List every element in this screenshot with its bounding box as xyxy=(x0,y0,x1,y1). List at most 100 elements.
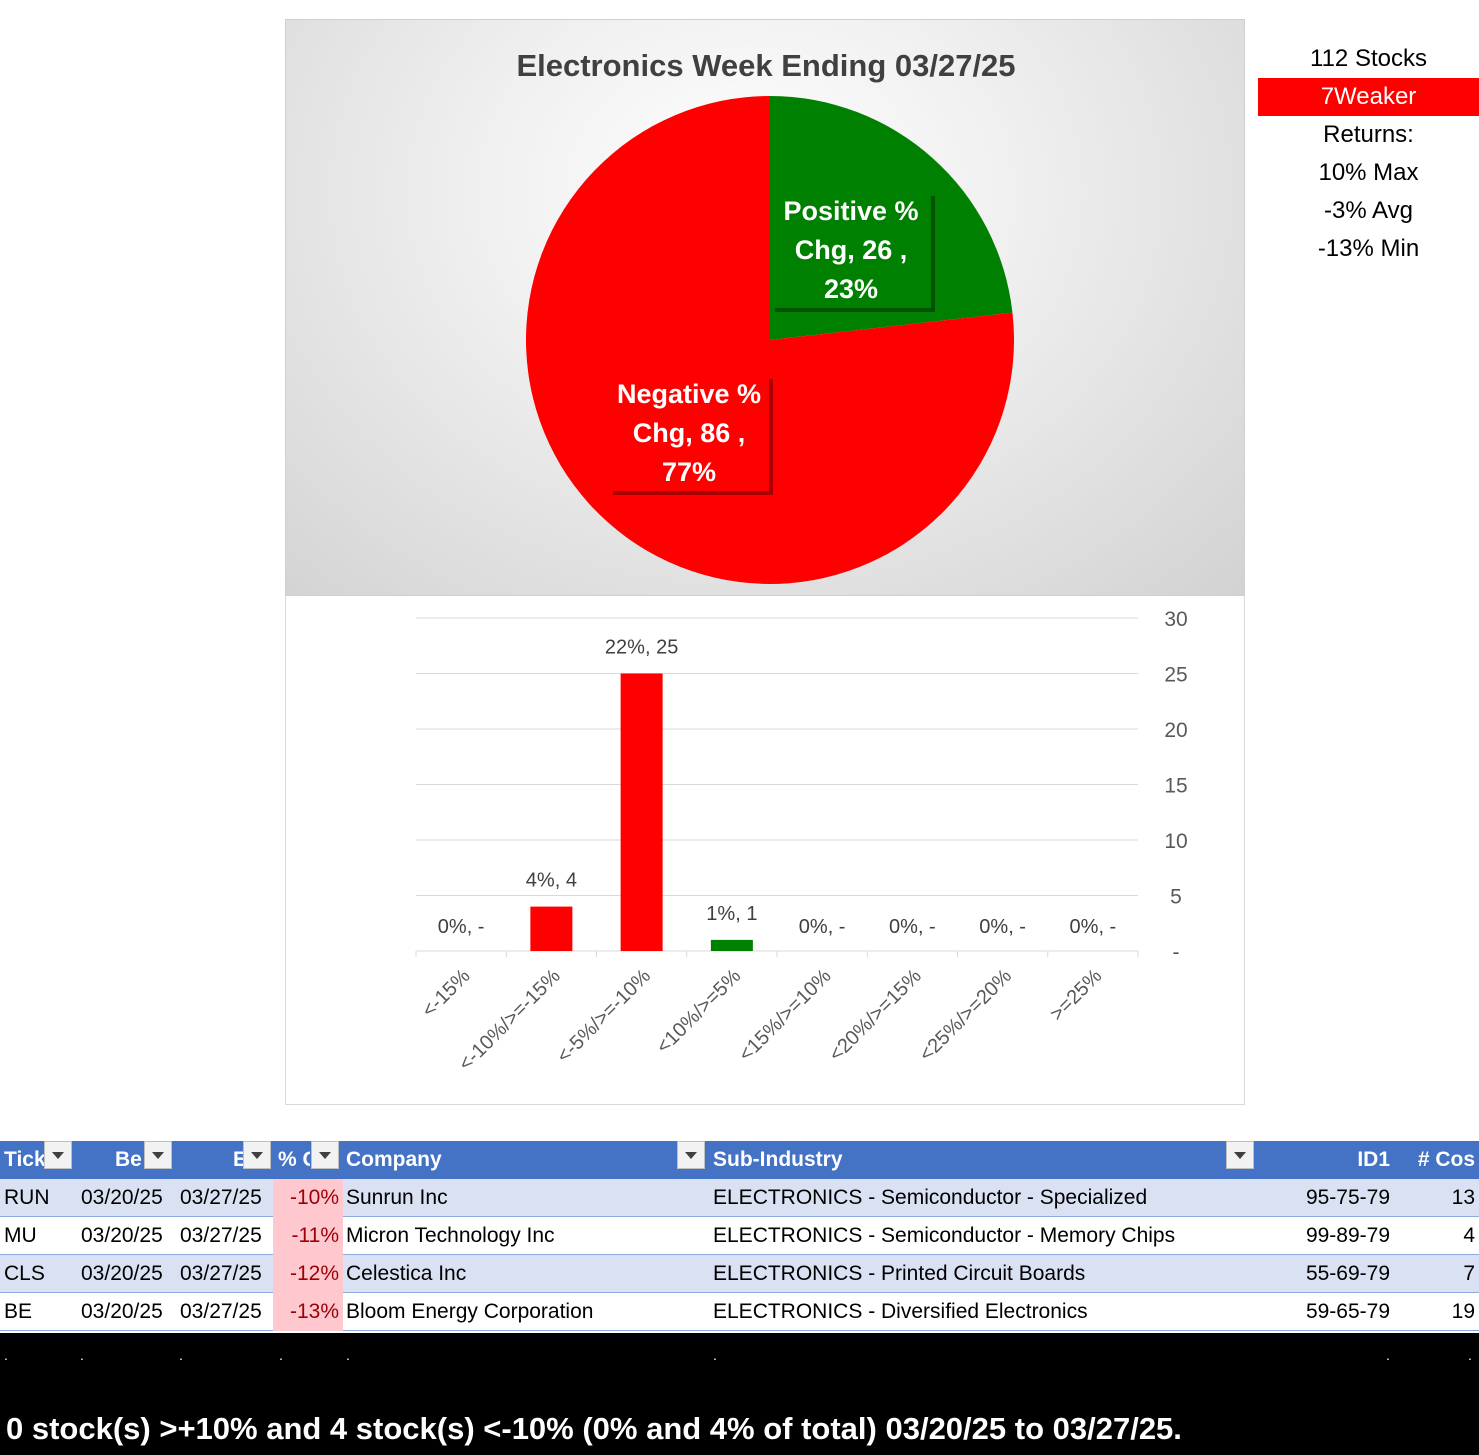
cell-begin: 03/20/25 xyxy=(81,1186,163,1209)
pie-data-label: 77% xyxy=(662,457,716,487)
footer-dot: . xyxy=(4,1347,8,1363)
header-company: Company xyxy=(346,1148,442,1171)
filter-dropdown-pct-change[interactable] xyxy=(311,1141,339,1169)
filter-dropdown-ticker[interactable] xyxy=(44,1141,72,1169)
cell-pct-change: -10% xyxy=(273,1179,343,1217)
summary-panel: 112 Stocks 7Weaker Returns: 10% Max -3% … xyxy=(1258,40,1479,268)
returns-avg: -3% Avg xyxy=(1324,197,1413,224)
pie-label-box xyxy=(609,375,769,491)
cell-end: 03/27/25 xyxy=(180,1300,262,1323)
returns-min: -13% Min xyxy=(1317,235,1420,262)
x-tick-label: >=25% xyxy=(1046,965,1107,1026)
cell-begin: 03/20/25 xyxy=(81,1224,163,1247)
cell-ticker: CLS xyxy=(4,1262,45,1285)
cell-sub-industry: ELECTRONICS - Diversified Electronics xyxy=(713,1300,1088,1323)
bar-data-label: 4%, 4 xyxy=(526,870,577,892)
bar-data-label: 0%, - xyxy=(1070,916,1117,938)
table-header-row: Tick Be E % C Company Sub-Industry ID1 #… xyxy=(0,1141,1479,1179)
stock-count: 112 Stocks xyxy=(1310,45,1427,72)
cell-company: Bloom Energy Corporation xyxy=(346,1300,594,1323)
histogram-panel: - 5 10 15 20 25 30 0%, - 4%, 4 22%, 25 1%, 1 0%, -… xyxy=(285,596,1245,1105)
bar-data-label: 0%, - xyxy=(889,916,936,938)
bar-data-label: 0%, - xyxy=(799,916,846,938)
weaker-badge: 7Weaker xyxy=(1258,78,1479,116)
x-tick-label: <10%/>=5% xyxy=(652,965,745,1058)
cell-num-cos: 19 xyxy=(1451,1300,1475,1323)
footer-dot: . xyxy=(346,1347,350,1363)
cell-company: Sunrun Inc xyxy=(346,1186,448,1209)
filter-dropdown-end[interactable] xyxy=(243,1141,271,1169)
pie-data-label: 23% xyxy=(824,274,878,304)
x-tick-label: <20%/>=15% xyxy=(825,965,926,1066)
cell-id1: 59-65-79 xyxy=(1305,1300,1390,1323)
footer-dot: . xyxy=(1386,1347,1390,1363)
cell-id1: 95-75-79 xyxy=(1305,1186,1390,1209)
table-row[interactable]: CLS 03/20/25 03/27/25 -12% Celestica Inc… xyxy=(0,1255,1479,1293)
pie-label-box xyxy=(771,192,931,308)
returns-label: Returns: xyxy=(1323,121,1414,148)
y-tick-label: 15 xyxy=(1164,775,1187,798)
cell-begin: 03/20/25 xyxy=(81,1300,163,1323)
bar-data-label: 1%, 1 xyxy=(706,903,757,925)
x-tick-label: <-15% xyxy=(418,965,475,1022)
bar-data-label: 0%, - xyxy=(979,916,1026,938)
table-row[interactable]: BE 03/20/25 03/27/25 -13% Bloom Energy C… xyxy=(0,1293,1479,1331)
footer-dot: . xyxy=(279,1347,283,1363)
filter-dropdown-sub-industry[interactable] xyxy=(1226,1141,1254,1169)
cell-ticker: MU xyxy=(4,1224,37,1247)
histogram-bar xyxy=(530,906,573,951)
filter-dropdown-company[interactable] xyxy=(677,1141,705,1169)
y-tick-label: - xyxy=(1173,941,1180,964)
cell-pct-change: -12% xyxy=(273,1255,343,1293)
histogram-bar xyxy=(710,939,753,951)
header-begin: Be xyxy=(115,1148,141,1171)
cell-ticker: RUN xyxy=(4,1186,50,1209)
bar-data-label: 0%, - xyxy=(438,916,485,938)
cell-num-cos: 7 xyxy=(1463,1262,1475,1285)
y-tick-label: 30 xyxy=(1164,608,1187,631)
cell-company: Celestica Inc xyxy=(346,1262,467,1285)
cell-end: 03/27/25 xyxy=(180,1186,262,1209)
cell-ticker: BE xyxy=(4,1300,33,1323)
cell-end: 03/27/25 xyxy=(180,1224,262,1247)
footer-dot: . xyxy=(713,1347,717,1363)
pie-chart-title: Electronics Week Ending 03/27/25 xyxy=(516,48,1015,83)
footer-dot: . xyxy=(80,1347,84,1363)
table-row[interactable]: RUN 03/20/25 03/27/25 -10% Sunrun Inc EL… xyxy=(0,1179,1479,1217)
cell-num-cos: 13 xyxy=(1451,1186,1475,1209)
table-row[interactable]: MU 03/20/25 03/27/25 -11% Micron Technol… xyxy=(0,1217,1479,1255)
header-sub-industry: Sub-Industry xyxy=(713,1148,843,1171)
cell-begin: 03/20/25 xyxy=(81,1262,163,1285)
y-tick-label: 20 xyxy=(1164,719,1187,742)
pie-data-label: Chg, 26 , xyxy=(795,235,908,265)
pie-chart: Electronics Week Ending 03/27/25 Positiv… xyxy=(516,48,1016,584)
header-pct-change: % C xyxy=(278,1148,310,1171)
header-end: E xyxy=(233,1148,243,1171)
header-num-cos: # Cos xyxy=(1417,1148,1475,1171)
cell-id1: 55-69-79 xyxy=(1305,1262,1390,1285)
cell-num-cos: 4 xyxy=(1463,1224,1475,1247)
returns-max: 10% Max xyxy=(1318,159,1419,186)
footer-summary: . . . . . . . . 0 stock(s) >+10% and 4 s… xyxy=(0,1333,1479,1455)
footer-dot: . xyxy=(179,1347,183,1363)
cell-end: 03/27/25 xyxy=(180,1262,262,1285)
filter-dropdown-begin[interactable] xyxy=(144,1141,172,1169)
header-ticker: Tick xyxy=(4,1148,44,1171)
histogram-chart: - 5 10 15 20 25 30 0%, - 4%, 4 22%, 25 1%, 1 0%, -… xyxy=(415,608,1188,1075)
y-tick-label: 25 xyxy=(1164,664,1187,687)
pie-chart-panel: Electronics Week Ending 03/27/25 Positiv… xyxy=(285,19,1245,596)
pie-data-label: Chg, 86 , xyxy=(633,418,746,448)
header-id1: ID1 xyxy=(1357,1148,1390,1171)
footer-dot: . xyxy=(1468,1347,1472,1363)
cell-sub-industry: ELECTRONICS - Semiconductor - Memory Chi… xyxy=(713,1224,1176,1247)
cell-company: Micron Technology Inc xyxy=(346,1224,555,1247)
cell-id1: 99-89-79 xyxy=(1305,1224,1390,1247)
cell-sub-industry: ELECTRONICS - Printed Circuit Boards xyxy=(713,1262,1086,1285)
x-tick-label: <15%/>=10% xyxy=(735,965,836,1066)
cell-sub-industry: ELECTRONICS - Semiconductor - Specialize… xyxy=(713,1186,1148,1209)
pie-data-label: Positive % xyxy=(783,196,918,226)
histogram-bar xyxy=(620,673,663,951)
cell-pct-change: -13% xyxy=(273,1293,343,1331)
x-tick-label: <-5%/>=-10% xyxy=(553,965,656,1068)
y-tick-label: 5 xyxy=(1170,886,1182,909)
